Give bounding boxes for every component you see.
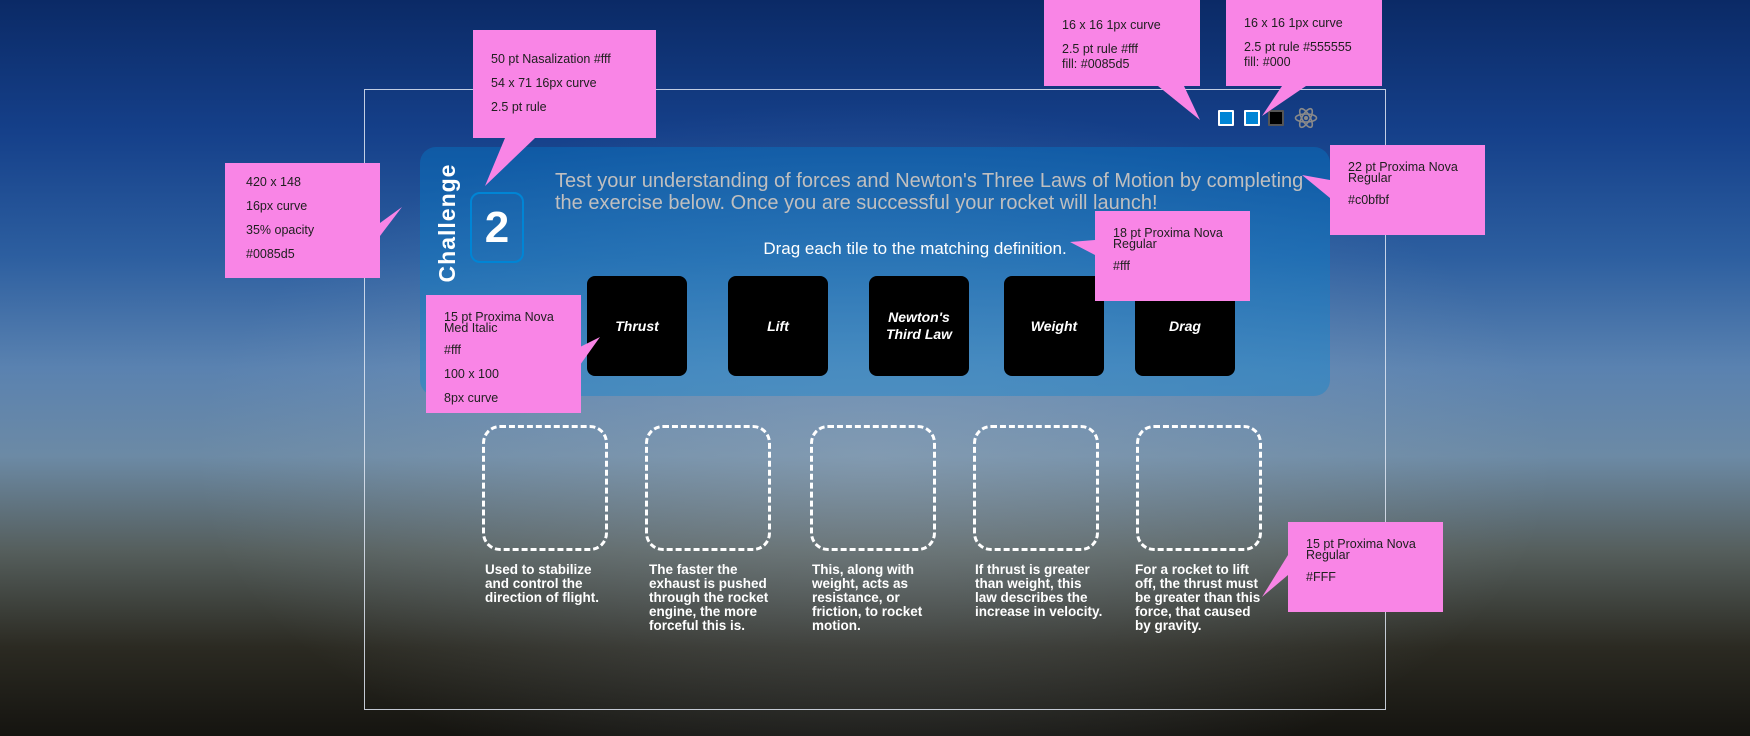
annotation-line: 50 pt Nasalization #fff — [491, 52, 611, 66]
drop-slot-3[interactable] — [810, 425, 936, 551]
challenge-number-badge: 2 — [470, 192, 524, 263]
annotation-line: 2.5 pt rule #555555 — [1244, 40, 1352, 54]
annotation-line: 16 x 16 1px curve — [1244, 16, 1343, 30]
definition-text-4: If thrust is greater than weight, this l… — [975, 562, 1103, 619]
progress-step-1-complete — [1218, 110, 1234, 126]
annotation-line: 2.5 pt rule #fff — [1062, 42, 1138, 56]
activity-frame — [364, 89, 1386, 710]
tile-thrust[interactable]: Thrust — [587, 276, 687, 376]
drop-slot-1[interactable] — [482, 425, 608, 551]
annotation-intro-text: 22 pt Proxima Nova Regular #c0bfbf — [1330, 145, 1485, 235]
annotation-definition-text: 15 pt Proxima Nova Regular #FFF — [1288, 522, 1443, 612]
annotation-line: 15 pt Proxima Nova Med Italic — [444, 310, 554, 335]
annotation-step-empty: 16 x 16 1px curve 2.5 pt rule #555555 fi… — [1226, 0, 1382, 86]
annotation-instruction-text: 18 pt Proxima Nova Regular #fff — [1095, 211, 1250, 301]
annotation-line: #FFF — [1306, 570, 1336, 584]
annotation-line: #c0bfbf — [1348, 193, 1390, 207]
annotation-line: 2.5 pt rule — [491, 100, 547, 114]
annotation-line: 16 x 16 1px curve — [1062, 18, 1161, 32]
annotation-line: 54 x 71 16px curve — [491, 76, 597, 90]
tile-newtons-third-law[interactable]: Newton's Third Law — [869, 276, 969, 376]
annotation-line: fill: #000 — [1244, 55, 1291, 69]
annotation-number-badge: 50 pt Nasalization #fff 54 x 71 16px cur… — [473, 30, 656, 138]
definition-text-2: The faster the exhaust is pushed through… — [649, 562, 769, 633]
annotation-panel: 420 x 148 16px curve 35% opacity #0085d5 — [225, 163, 380, 278]
annotation-line: 15 pt Proxima Nova Regular — [1306, 537, 1416, 562]
atom-icon — [1294, 107, 1318, 129]
annotation-line: fill: #0085d5 — [1062, 57, 1130, 71]
annotation-line: 8px curve — [444, 391, 499, 405]
annotation-line: #fff — [444, 343, 461, 357]
annotation-line: 22 pt Proxima Nova Regular — [1348, 160, 1458, 185]
annotation-line: 18 pt Proxima Nova Regular — [1113, 226, 1223, 251]
annotation-line: #fff — [1113, 259, 1130, 273]
drop-slot-5[interactable] — [1136, 425, 1262, 551]
tile-lift[interactable]: Lift — [728, 276, 828, 376]
definition-text-1: Used to stabilize and control the direct… — [485, 562, 599, 605]
annotation-step-filled: 16 x 16 1px curve 2.5 pt rule #fff fill:… — [1044, 0, 1200, 86]
drop-slot-4[interactable] — [973, 425, 1099, 551]
progress-step-2-complete — [1244, 110, 1260, 126]
drag-instruction: Drag each tile to the matching definitio… — [763, 239, 1067, 258]
annotation-line: 35% opacity — [246, 223, 315, 237]
drop-slot-2[interactable] — [645, 425, 771, 551]
progress-step-3-incomplete — [1268, 110, 1284, 126]
annotation-line: 420 x 148 — [246, 175, 301, 189]
annotation-line: #0085d5 — [246, 247, 295, 261]
annotation-line: 100 x 100 — [444, 367, 499, 381]
annotation-line: 16px curve — [246, 199, 308, 213]
annotation-tile: 15 pt Proxima Nova Med Italic #fff 100 x… — [426, 295, 581, 413]
definition-text-3: This, along with weight, acts as resista… — [812, 562, 923, 633]
tile-weight[interactable]: Weight — [1004, 276, 1104, 376]
definition-text-5: For a rocket to lift off, the thrust mus… — [1135, 562, 1261, 633]
intro-text: Test your understanding of forces and Ne… — [555, 170, 1304, 214]
